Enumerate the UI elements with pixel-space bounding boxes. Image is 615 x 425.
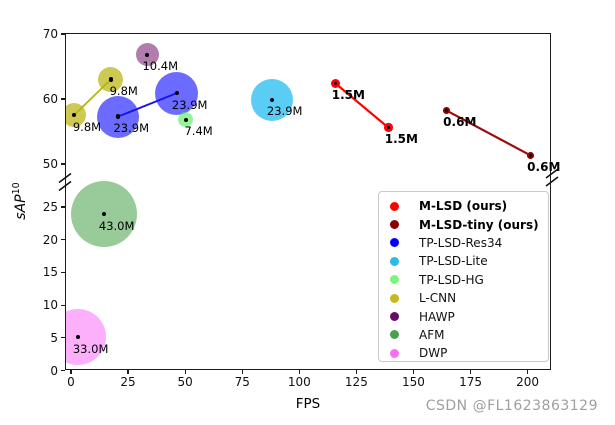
legend-marker-m-lsd-tiny-ours xyxy=(390,220,399,230)
legend-item-m-lsd-ours: M-LSD (ours) xyxy=(379,197,548,215)
x-axis-label: FPS xyxy=(295,396,321,412)
plot-clip-area xyxy=(65,33,552,370)
line-m-lsd-ours xyxy=(334,82,390,129)
legend-item-dwp: DWP xyxy=(379,344,548,362)
x-tick-mark xyxy=(298,370,300,374)
y-tick-label: 15 xyxy=(42,265,58,280)
y-tick-label: 25 xyxy=(42,200,58,214)
x-tick-mark xyxy=(184,370,186,374)
legend-item-tp-lsd-res34: TP-LSD-Res34 xyxy=(379,234,548,252)
y-tick-label: 60 xyxy=(42,92,58,106)
y-tick-mark xyxy=(61,206,65,208)
legend-marker-hawp xyxy=(390,312,399,322)
x-tick-mark xyxy=(70,370,72,374)
legend-marker-tp-lsd-lite xyxy=(390,256,399,266)
legend-label-afm: AFM xyxy=(419,327,445,342)
legend-label-tp-lsd-res34: TP-LSD-Res34 xyxy=(419,235,503,250)
y-tick-mark xyxy=(61,98,65,100)
x-tick-label: 75 xyxy=(234,375,250,389)
x-tick-mark xyxy=(412,370,415,374)
y-tick-mark xyxy=(61,33,65,35)
legend-item-tp-lsd-lite: TP-LSD-Lite xyxy=(379,252,548,270)
line-l-cnn xyxy=(73,78,112,116)
x-tick-label: 50 xyxy=(177,375,193,389)
legend-item-m-lsd-tiny-ours: M-LSD-tiny (ours) xyxy=(379,215,548,233)
y-tick-label: 20 xyxy=(42,232,58,247)
y-tick-mark xyxy=(61,271,65,273)
x-tick-label: 100 xyxy=(287,375,311,389)
y-tick-mark xyxy=(61,337,65,339)
axis-break-slash xyxy=(545,176,559,187)
x-tick-mark xyxy=(355,370,357,374)
legend-label-m-lsd-tiny-ours: M-LSD-tiny (ours) xyxy=(419,217,539,232)
legend-label-tp-lsd-lite: TP-LSD-Lite xyxy=(419,254,488,269)
x-tick-label: 150 xyxy=(401,375,425,389)
legend-label-l-cnn: L-CNN xyxy=(419,291,457,306)
x-tick-label: 175 xyxy=(459,375,482,389)
series-connector-lines xyxy=(73,78,532,157)
legend-item-hawp: HAWP xyxy=(379,307,548,325)
x-tick-label: 125 xyxy=(344,375,368,389)
x-tick-mark xyxy=(469,370,472,374)
x-tick-mark xyxy=(527,370,529,374)
legend-marker-tp-lsd-hg xyxy=(390,275,399,285)
watermark: CSDN @FL1623863129 xyxy=(425,398,598,414)
line-tp-lsd-res34 xyxy=(117,92,178,118)
legend: M-LSD (ours) M-LSD-tiny (ours) TP-LSD-Res3… xyxy=(378,191,549,362)
x-tick-label: 25 xyxy=(120,375,136,389)
x-tick-mark xyxy=(241,370,243,374)
legend-item-l-cnn: L-CNN xyxy=(379,289,548,307)
y-tick-label: 5 xyxy=(50,330,58,345)
y-tick-mark xyxy=(61,304,65,306)
legend-label-hawp: HAWP xyxy=(419,309,455,324)
legend-marker-tp-lsd-res34 xyxy=(390,238,399,248)
legend-marker-l-cnn xyxy=(390,293,399,303)
x-tick-label: 0 xyxy=(67,375,75,389)
legend-label-tp-lsd-hg: TP-LSD-HG xyxy=(419,272,484,287)
legend-marker-m-lsd-ours xyxy=(390,201,399,211)
y-tick-label: 10 xyxy=(42,298,58,313)
legend-label-m-lsd-ours: M-LSD (ours) xyxy=(419,199,508,214)
line-m-lsd-tiny-ours xyxy=(446,109,532,157)
legend-marker-dwp xyxy=(390,348,399,358)
legend-item-afm: AFM xyxy=(379,326,548,344)
y-tick-label: 50 xyxy=(42,157,58,171)
axis-break-slash xyxy=(545,168,559,179)
axis-break-slash xyxy=(58,180,72,192)
legend-label-dwp: DWP xyxy=(419,346,448,361)
axis-break-slash xyxy=(58,172,72,184)
x-tick-label: 200 xyxy=(516,375,540,389)
legend-marker-afm xyxy=(390,330,399,340)
y-tick-mark xyxy=(61,369,65,372)
y-tick-label: 70 xyxy=(42,27,58,41)
legend-item-tp-lsd-hg: TP-LSD-HG xyxy=(379,271,548,289)
y-tick-label: 0 xyxy=(50,363,58,378)
x-tick-mark xyxy=(127,370,129,374)
y-tick-mark xyxy=(61,163,65,165)
y-tick-mark xyxy=(61,239,65,241)
